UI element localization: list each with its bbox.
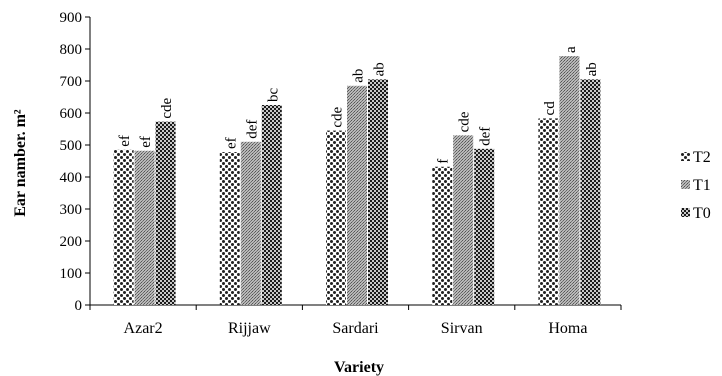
y-axis-title: Ear namber. m² — [12, 109, 29, 217]
x-category-label: Azar2 — [124, 320, 163, 337]
bar-t0-sardari — [368, 79, 388, 306]
bar-letter-label: f — [436, 159, 452, 164]
legend-swatch-t0 — [681, 208, 690, 217]
y-tick-label: 800 — [60, 42, 83, 58]
y-tick-label: 700 — [60, 74, 83, 90]
y-tick-label: 0 — [75, 298, 83, 314]
bar-letter-label: cde — [457, 111, 473, 132]
legend-label-t0: T0 — [693, 205, 711, 222]
bar-t1-rijjaw — [240, 141, 261, 305]
bar-letter-label: a — [563, 46, 579, 53]
bar-t2-rijjaw — [219, 152, 240, 305]
bar-letter-label: def — [244, 120, 260, 139]
bar-letter-label: cd — [542, 101, 558, 116]
x-category-label: Sirvan — [441, 320, 483, 337]
legend-swatch-t2 — [681, 152, 690, 161]
x-category-label: Sardari — [332, 320, 379, 337]
y-tick-label: 100 — [60, 266, 83, 282]
bar-letter-label: ab — [372, 62, 388, 76]
bar-t2-azar2 — [113, 149, 134, 305]
x-axis: Azar2 Rijjaw Sardari Sirvan Homa — [89, 304, 622, 337]
y-tick-label: 300 — [60, 202, 83, 218]
y-tick-label: 200 — [60, 234, 83, 250]
bar-series-group — [113, 56, 601, 306]
legend: T2 T1 T0 — [681, 149, 711, 222]
bar-letter-label: ab — [584, 62, 600, 76]
bar-t1-sirvan — [453, 135, 474, 305]
y-axis: 0 100 200 300 400 500 600 700 800 900 — [60, 10, 91, 314]
bar-letter-label: bc — [265, 88, 281, 103]
y-tick-label: 600 — [60, 106, 83, 122]
y-tick-label: 500 — [60, 138, 83, 154]
bar-letter-label: ef — [117, 135, 133, 147]
x-category-label: Rijjaw — [228, 320, 271, 337]
legend-label-t2: T2 — [693, 149, 711, 166]
bar-t2-sardari — [326, 130, 346, 305]
bar-letter-label: ef — [223, 137, 239, 149]
bar-t0-homa — [580, 79, 601, 306]
bar-t1-sardari — [347, 85, 367, 305]
bar-t2-sirvan — [432, 166, 453, 305]
y-tick-label: 400 — [60, 170, 83, 186]
bar-letter-label: cde — [330, 106, 346, 127]
bar-t0-rijjaw — [261, 105, 282, 305]
bar-letter-label: ab — [351, 69, 367, 83]
bar-t1-azar2 — [134, 150, 155, 305]
bar-t1-homa — [559, 56, 580, 305]
bar-letter-label: def — [478, 127, 494, 146]
bar-t0-azar2 — [155, 121, 176, 305]
y-tick-label: 900 — [60, 10, 83, 26]
bar-t0-sirvan — [474, 148, 495, 305]
bar-t2-homa — [538, 118, 559, 305]
legend-label-t1: T1 — [693, 177, 711, 194]
legend-swatch-t1 — [681, 180, 690, 189]
x-axis-title: Variety — [334, 359, 384, 376]
bar-letter-label: cde — [159, 97, 175, 118]
x-category-label: Homa — [548, 320, 587, 337]
bar-letter-label: ef — [138, 136, 154, 148]
